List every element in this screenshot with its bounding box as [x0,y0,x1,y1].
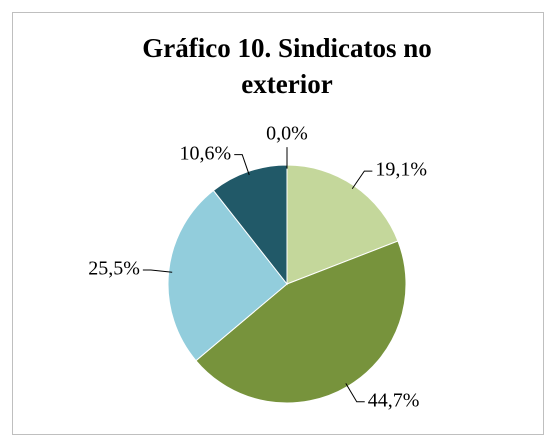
leader-line [142,269,173,273]
leader-line [351,170,373,190]
chart-frame [12,12,544,435]
data-label: 0,0% [266,123,308,145]
leader-line [345,383,365,403]
data-label: 44,7% [368,389,420,411]
data-label: 10,6% [180,142,232,164]
data-label: 25,5% [88,258,140,280]
data-label: 19,1% [375,159,427,181]
chart-title: Gráfico 10. Sindicatos no exterior [142,33,432,99]
leader-line [234,154,250,176]
